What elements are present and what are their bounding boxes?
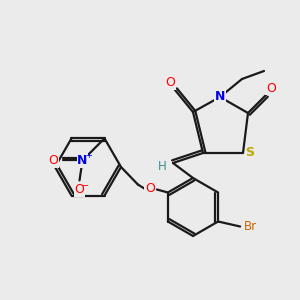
Text: O: O bbox=[165, 76, 175, 89]
Text: O: O bbox=[75, 183, 84, 196]
Text: −: − bbox=[81, 182, 90, 191]
Text: N: N bbox=[215, 91, 225, 103]
Text: O: O bbox=[266, 82, 276, 94]
Text: O: O bbox=[49, 154, 58, 167]
Text: S: S bbox=[245, 146, 254, 160]
Text: H: H bbox=[158, 160, 166, 172]
Text: O: O bbox=[145, 182, 155, 195]
Text: +: + bbox=[85, 151, 92, 160]
Text: Br: Br bbox=[244, 220, 257, 233]
Text: N: N bbox=[77, 154, 88, 167]
